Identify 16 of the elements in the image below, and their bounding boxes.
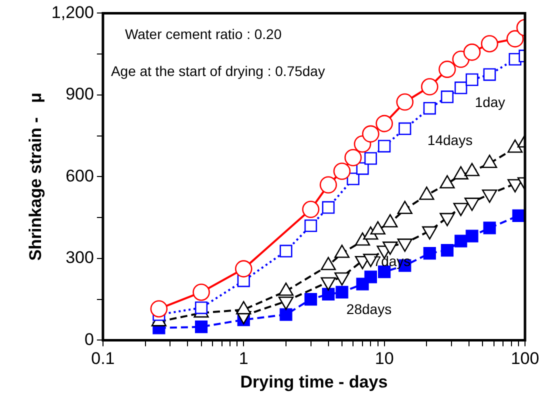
annotation: Water cement ratio : 0.20 <box>124 26 282 42</box>
x-tick-label: 100 <box>510 349 540 368</box>
x-tick-label: 1 <box>238 349 248 368</box>
y-tick-label: 900 <box>66 84 94 104</box>
y-tick-label: 300 <box>66 248 94 268</box>
y-tick-label: 600 <box>66 166 94 186</box>
y-axis-title: Shrinkage strain - μ <box>26 92 45 261</box>
series-label: 14days <box>427 132 473 148</box>
series-label: 1day <box>474 94 506 110</box>
series-label: 28days <box>346 300 392 317</box>
x-axis-title: Drying time - days <box>240 372 388 392</box>
x-tick-label: 0.1 <box>91 349 115 368</box>
y-tick-label: 1,200 <box>51 2 94 22</box>
x-tick-label: 10 <box>374 349 394 368</box>
annotation: Age at the start of drying : 0.75day <box>110 63 325 80</box>
y-tick-label: 0 <box>84 330 94 349</box>
